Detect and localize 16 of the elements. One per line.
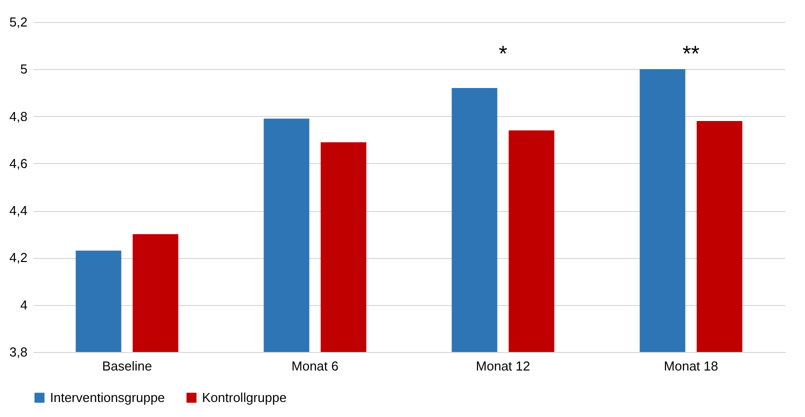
y-tick-label: 5,2 bbox=[9, 14, 28, 30]
y-tick-label: 4,6 bbox=[9, 156, 28, 171]
x-tick-label: Monat 6 bbox=[292, 358, 338, 374]
x-tick-label: Monat 12 bbox=[476, 358, 530, 374]
annotation: ** bbox=[682, 41, 700, 66]
x-tick-label: Monat 18 bbox=[664, 358, 718, 374]
y-tick-label: 4 bbox=[20, 297, 28, 312]
y-tick-label: 5 bbox=[20, 62, 28, 77]
x-tick-label: Baseline bbox=[102, 358, 152, 374]
legend-label: Kontrollgruppe bbox=[202, 390, 287, 405]
annotation: * bbox=[498, 41, 508, 66]
y-tick-label: 4,2 bbox=[9, 250, 28, 266]
y-tick-label: 4,4 bbox=[9, 203, 28, 218]
y-tick-label: 3,8 bbox=[9, 344, 28, 360]
y-tick-label: 4,8 bbox=[9, 108, 28, 124]
legend-label: Interventionsgruppe bbox=[50, 390, 165, 405]
